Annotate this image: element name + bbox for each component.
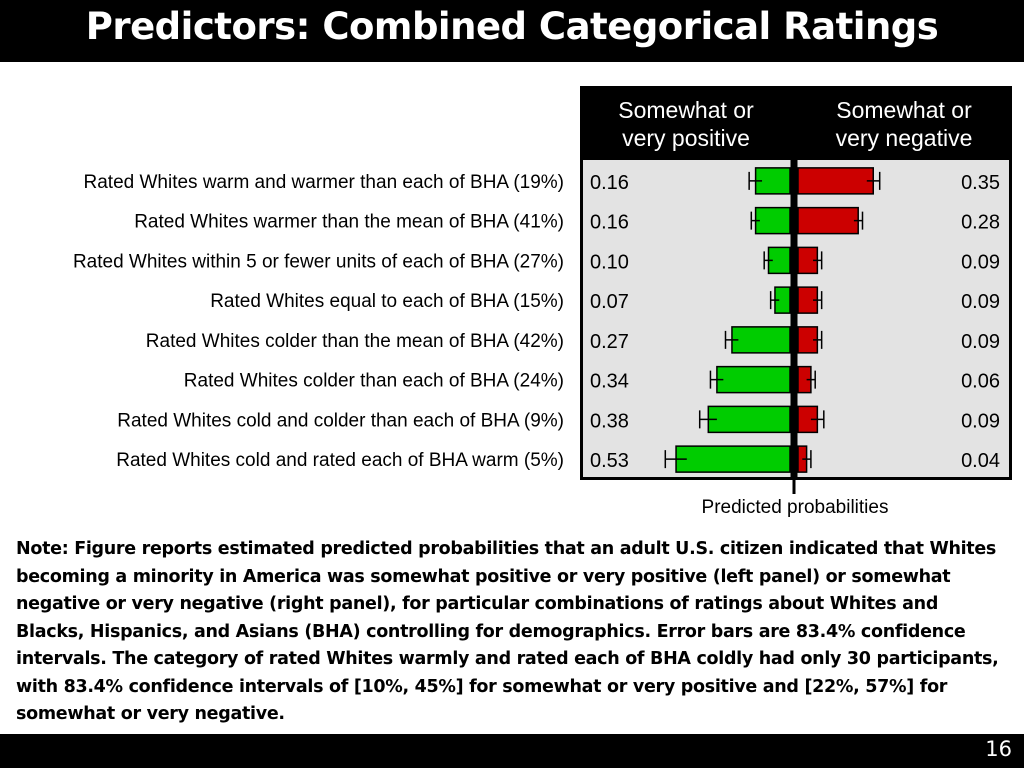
series-name-negative-line-1: Somewhat or: [836, 97, 972, 123]
series-name-negative: Somewhat or very negative: [836, 97, 973, 151]
panel-positive-frame: [580, 86, 794, 480]
category-label: Rated Whites colder than the mean of BHA…: [146, 331, 564, 352]
category-label: Rated Whites cold and rated each of BHA …: [116, 450, 564, 471]
category-label: Rated Whites equal to each of BHA (15%): [210, 291, 564, 312]
title-bar: Predictors: Combined Categorical Ratings: [0, 0, 1024, 62]
bar-negative: [797, 206, 859, 235]
value-label-negative: 0.35: [961, 172, 1000, 194]
series-name-negative-line-2: very negative: [836, 125, 973, 151]
value-label-negative: 0.04: [961, 450, 1000, 472]
panel-header-positive-bg: [580, 86, 792, 160]
footer-bar: 16: [0, 734, 1024, 768]
bar-positive: [707, 405, 791, 434]
category-label: Rated Whites colder than each of BHA (24…: [184, 371, 564, 392]
value-label-positive: 0.16: [590, 172, 629, 194]
panel-negative-frame: [794, 86, 1012, 480]
category-label: Rated Whites warmer than the mean of BHA…: [134, 212, 564, 233]
category-label: Rated Whites within 5 or fewer units of …: [73, 251, 564, 272]
value-label-positive: 0.27: [590, 331, 629, 353]
category-label: Rated Whites warm and warmer than each o…: [84, 172, 564, 193]
slide-title: Predictors: Combined Categorical Ratings: [85, 5, 939, 48]
series-name-positive-line-1: Somewhat or: [618, 97, 754, 123]
figure-note: Note: Figure reports estimated predicted…: [16, 539, 999, 724]
bar-positive: [716, 365, 791, 394]
x-axis-label: Predicted probabilities: [702, 497, 889, 518]
category-label: Rated Whites cold and colder than each o…: [117, 410, 564, 431]
series-name-positive-line-2: very positive: [622, 125, 750, 151]
page-number: 16: [985, 737, 1012, 761]
value-label-negative: 0.09: [961, 251, 1000, 273]
bar-negative: [797, 167, 874, 195]
value-label-negative: 0.06: [961, 371, 1000, 393]
value-label-negative: 0.09: [961, 410, 1000, 432]
series-name-positive: Somewhat or very positive: [618, 97, 754, 151]
bar-positive: [731, 326, 791, 354]
value-label-positive: 0.16: [590, 212, 629, 234]
value-label-positive: 0.07: [590, 291, 629, 313]
value-label-negative: 0.28: [961, 212, 1000, 234]
value-label-negative: 0.09: [961, 331, 1000, 353]
value-label-positive: 0.10: [590, 251, 629, 273]
value-label-positive: 0.53: [590, 450, 629, 472]
value-label-negative: 0.09: [961, 291, 1000, 313]
value-label-positive: 0.34: [590, 371, 629, 393]
bar-positive: [754, 206, 791, 235]
panel-header-negative-bg: [796, 86, 1012, 160]
bar-positive: [675, 445, 791, 473]
value-label-positive: 0.38: [590, 410, 629, 432]
